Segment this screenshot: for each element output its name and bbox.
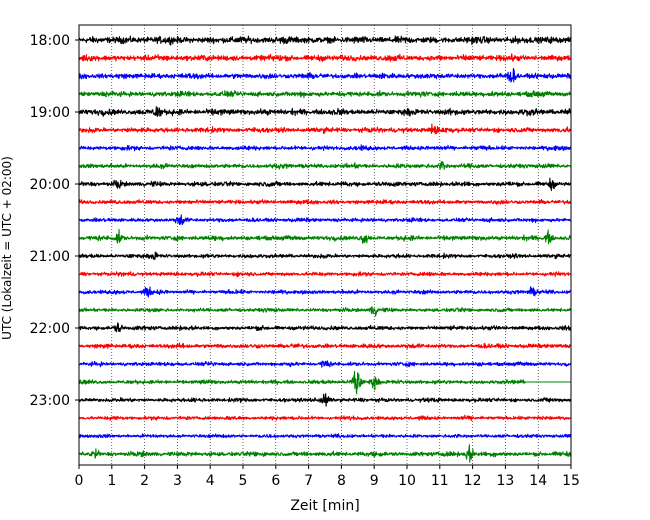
trace-2300 [78, 393, 572, 407]
x-tick-label: 9 [370, 473, 379, 489]
x-tick-label: 13 [496, 473, 514, 489]
x-tick-label: 12 [464, 473, 482, 489]
trace-2200 [78, 322, 572, 333]
y-tick-label: 22:00 [30, 321, 70, 337]
trace-1945 [78, 161, 572, 170]
grid-lines [111, 25, 539, 465]
trace-2145 [78, 306, 572, 317]
trace-2100 [78, 251, 572, 260]
trace-1845 [78, 90, 572, 99]
x-tick-label: 10 [398, 473, 416, 489]
trace-2345 [78, 444, 572, 463]
trace-2000 [78, 177, 572, 192]
x-tick-label: 14 [529, 473, 547, 489]
trace-1930 [78, 144, 572, 152]
plot-area [79, 25, 571, 465]
trace-2215 [78, 342, 572, 349]
trace-2245 [78, 370, 572, 395]
x-tick-label: 0 [75, 473, 84, 489]
trace-2330 [78, 433, 572, 439]
x-tick-label: 1 [107, 473, 116, 489]
y-axis-label: UTC (Lokalzeit = UTC + 02:00) [0, 156, 14, 340]
x-tick-label: 3 [173, 473, 182, 489]
trace-2030 [78, 214, 572, 226]
trace-2230 [78, 360, 572, 368]
y-axis-ticks: 18:00 19:00 20:00 21:00 22:00 23:00 [30, 33, 79, 409]
x-tick-label: 6 [271, 473, 280, 489]
x-axis-label: Zeit [min] [290, 498, 359, 514]
x-tick-label: 8 [337, 473, 346, 489]
trace-1800 [78, 35, 572, 46]
trace-1915 [78, 123, 572, 135]
x-tick-label: 7 [304, 473, 313, 489]
y-tick-label: 18:00 [30, 33, 70, 49]
x-tick-label: 2 [140, 473, 149, 489]
y-tick-label: 23:00 [30, 393, 70, 409]
x-tick-label: 5 [239, 473, 248, 489]
y-tick-label: 19:00 [30, 105, 70, 121]
x-tick-label: 15 [562, 473, 580, 489]
plot-frame [78, 24, 572, 466]
x-tick-label: 11 [431, 473, 449, 489]
trace-1830 [78, 67, 572, 83]
trace-1900 [78, 106, 572, 117]
y-tick-label: 21:00 [30, 249, 70, 265]
trace-2315 [78, 414, 572, 422]
trace-2015 [78, 198, 572, 205]
trace-2115 [78, 271, 572, 278]
trace-2130 [78, 286, 572, 298]
trace-2045 [78, 229, 572, 245]
x-axis-ticks: 0 1 2 3 4 5 6 7 8 9 10 11 12 13 14 15 [75, 465, 580, 489]
trace-group [78, 35, 572, 463]
x-tick-label: 4 [206, 473, 215, 489]
y-tick-label: 20:00 [30, 177, 70, 193]
trace-1815 [78, 53, 572, 62]
